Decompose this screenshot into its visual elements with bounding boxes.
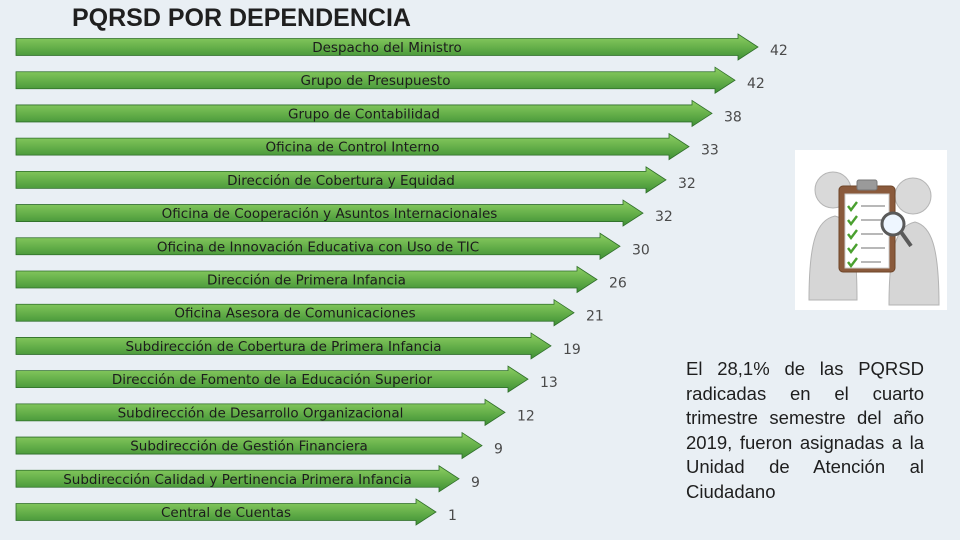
category-label: Grupo de Contabilidad (288, 106, 440, 122)
data-label: 42 (747, 76, 765, 92)
bar-2 (15, 66, 736, 94)
category-label: Subdirección de Cobertura de Primera Inf… (125, 339, 441, 355)
category-label: Subdirección de Desarrollo Organizaciona… (118, 405, 404, 421)
category-label: Oficina de Cooperación y Asuntos Interna… (162, 206, 498, 222)
bar-4 (15, 132, 690, 161)
data-label: 42 (770, 43, 788, 59)
bar-1 (15, 33, 759, 61)
category-label: Oficina de Innovación Educativa con Uso … (157, 239, 479, 255)
bar-14 (15, 465, 460, 493)
bar-12 (15, 398, 506, 427)
data-label: 30 (632, 242, 650, 258)
bar-6 (15, 199, 644, 227)
category-label: Grupo de Presupuesto (301, 73, 451, 89)
category-label: Despacho del Ministro (312, 40, 462, 56)
clipboard-checklist-people-icon (795, 150, 947, 310)
bar-9 (15, 298, 575, 327)
bar-8 (15, 265, 598, 294)
data-label: 13 (540, 375, 558, 391)
bar-15 (15, 498, 437, 526)
data-label: 19 (563, 342, 581, 358)
category-label: Oficina de Control Interno (266, 140, 440, 156)
data-label: 32 (678, 176, 696, 192)
data-label: 38 (724, 109, 742, 125)
bar-13 (15, 431, 483, 460)
data-label: 21 (586, 309, 604, 325)
data-label: 26 (609, 276, 627, 292)
data-label: 12 (517, 408, 535, 424)
category-label: Dirección de Primera Infancia (207, 273, 406, 289)
bar-11 (15, 365, 529, 393)
bar-7 (15, 232, 621, 261)
category-label: Dirección de Fomento de la Educación Sup… (112, 372, 433, 388)
category-label: Central de Cuentas (161, 505, 291, 521)
data-label: 9 (471, 475, 480, 491)
category-label: Subdirección Calidad y Pertinencia Prime… (63, 472, 412, 488)
data-label: 9 (494, 442, 503, 458)
bar-10 (15, 332, 552, 360)
category-label: Oficina Asesora de Comunicaciones (174, 306, 415, 322)
bar-5 (15, 166, 667, 194)
data-label: 32 (655, 209, 673, 225)
data-label: 33 (701, 143, 719, 159)
category-label: Dirección de Cobertura y Equidad (227, 173, 455, 189)
category-label: Subdirección de Gestión Financiera (130, 439, 368, 455)
summary-note: El 28,1% de las PQRSD radicadas en el cu… (686, 358, 924, 502)
bars-group: Despacho del Ministro 42 Grupo de Presupue… (15, 33, 788, 526)
chart-title: PQRSD POR DEPENDENCIA (72, 4, 411, 32)
bar-3 (15, 99, 713, 128)
data-label: 1 (448, 508, 457, 524)
